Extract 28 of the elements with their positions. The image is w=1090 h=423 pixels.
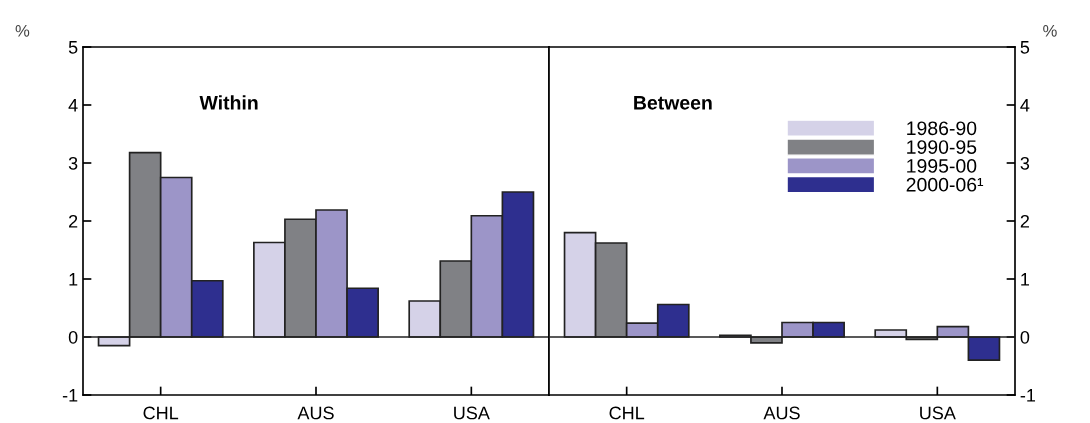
x-tick-label: USA — [454, 406, 490, 420]
y-tick-label: -1 — [62, 389, 78, 402]
y2-tick-label: 4 — [1020, 99, 1030, 112]
y-tick-label: 1 — [69, 273, 78, 286]
x-tick-label: USA — [920, 406, 956, 420]
legend-label: 1995-00 — [907, 159, 977, 173]
x-tick-label: AUS — [763, 406, 800, 420]
x-tick-label: CHL — [609, 406, 645, 420]
y2-tick-label: 3 — [1020, 156, 1030, 170]
annotation: Within — [199, 95, 258, 110]
y-axis-title: % — [15, 25, 30, 37]
y2-tick-label: 2 — [1020, 214, 1029, 228]
y-tick-label: 2 — [69, 214, 78, 228]
legend-label: 1986-90 — [907, 121, 977, 136]
legend-label: 2000-06¹ — [906, 177, 984, 192]
y-tick-label: 4 — [68, 99, 78, 112]
y-tick-label: 5 — [68, 41, 78, 54]
y2-axis-title: % — [1043, 25, 1057, 37]
annotation: Between — [634, 96, 712, 110]
y2-tick-label: 1 — [1021, 273, 1030, 286]
y2-tick-label: 5 — [1020, 41, 1030, 54]
x-tick-label: AUS — [297, 406, 334, 420]
y-tick-label: 0 — [68, 330, 78, 344]
y2-tick-label: 0 — [1020, 330, 1030, 344]
y-tick-label: 3 — [68, 156, 78, 170]
x-tick-label: CHL — [143, 406, 179, 420]
y2-tick-label: -1 — [1020, 389, 1036, 402]
legend-label: 1990-95 — [907, 140, 977, 154]
